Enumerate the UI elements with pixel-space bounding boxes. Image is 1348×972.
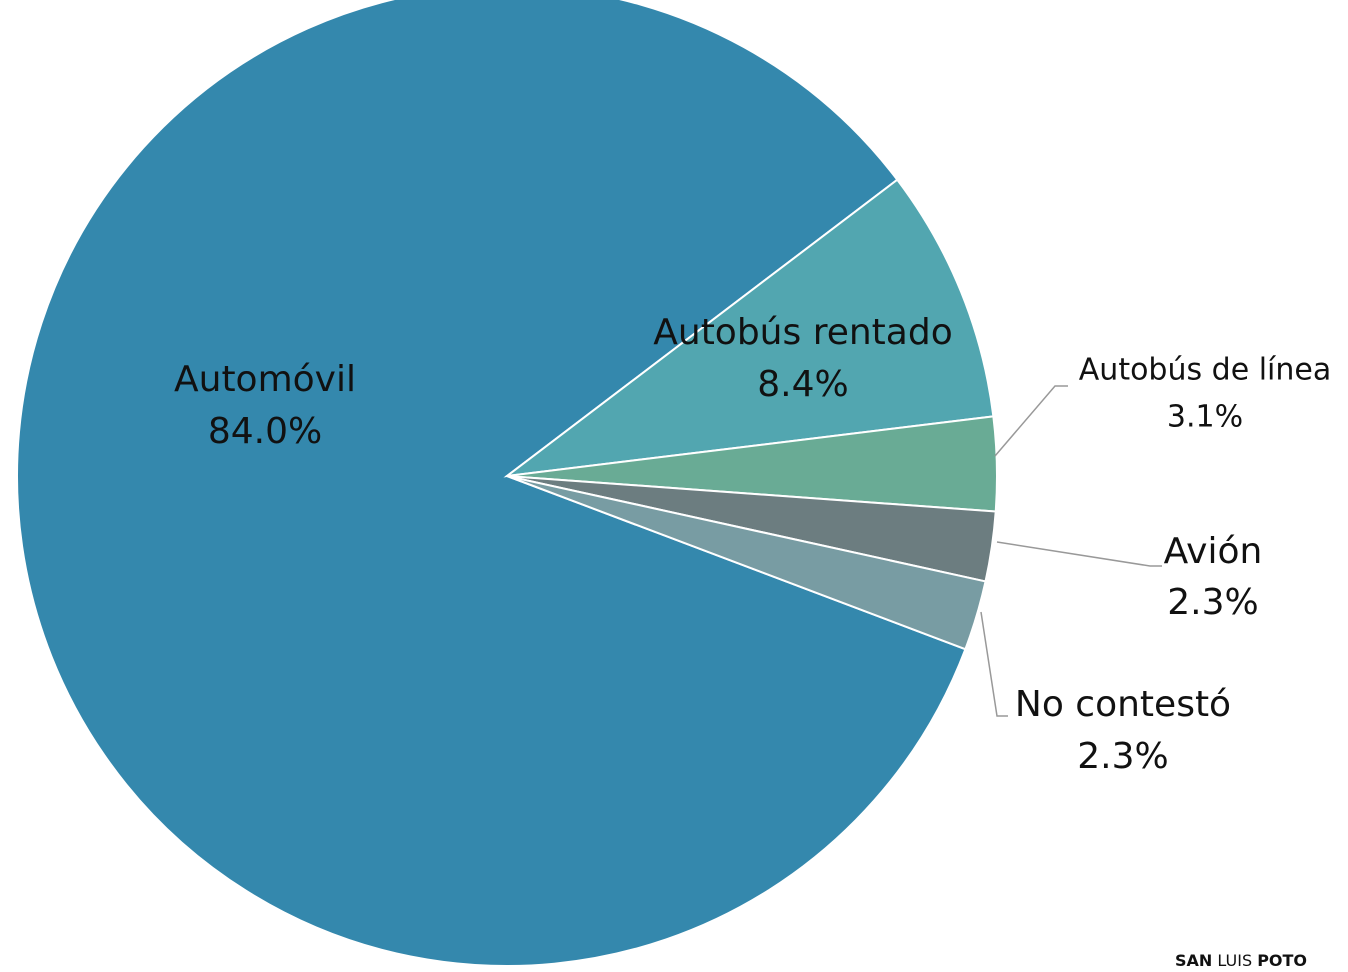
slice-label: Autobús de línea <box>1079 353 1331 388</box>
slice-label: Autobús rentado <box>653 312 952 353</box>
brand-word: LUIS <box>1217 951 1252 970</box>
leader-line <box>996 541 1162 567</box>
slice <box>16 0 967 967</box>
slice-value: 84.0% <box>208 411 322 452</box>
brand-word: POTO <box>1257 951 1307 970</box>
leader-line <box>980 611 1008 717</box>
slice-value: 3.1% <box>1167 400 1243 435</box>
slice-label: Avión <box>1164 531 1263 572</box>
pie <box>16 0 998 967</box>
slice <box>503 178 995 478</box>
slice <box>506 475 987 651</box>
slice-value: 2.3% <box>1077 736 1168 777</box>
slice-label: Automóvil <box>174 359 356 400</box>
labels: Automóvil 84.0% Autobús rentado 8.4% Autobús… <box>174 312 1331 777</box>
slice-value: 2.3% <box>1167 582 1258 623</box>
leader-line <box>994 385 1068 457</box>
brand: SAN LUIS POTO <box>1175 951 1307 970</box>
slice-label: No contestó <box>1015 684 1231 725</box>
brand-word: SAN <box>1175 951 1212 970</box>
slice-value: 8.4% <box>757 364 848 405</box>
